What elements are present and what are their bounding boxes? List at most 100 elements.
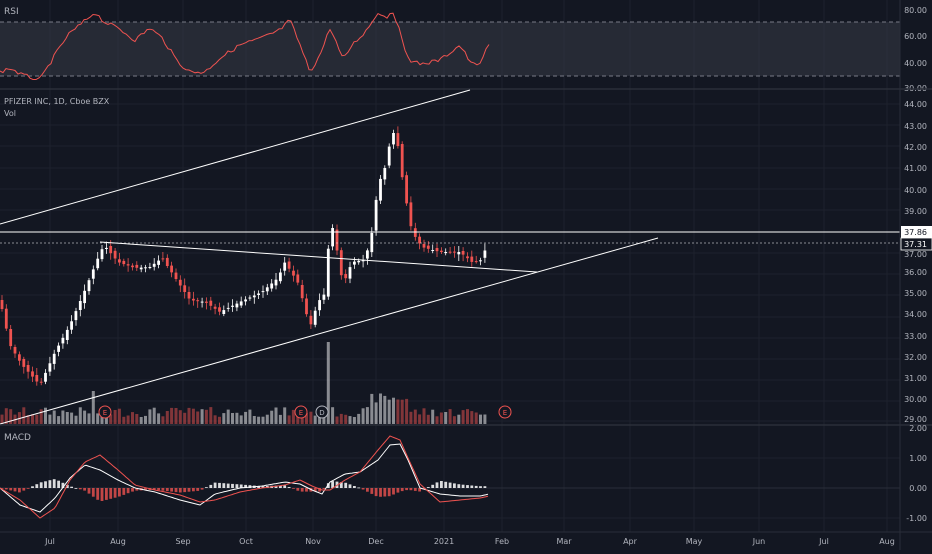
candle-91 — [396, 126, 400, 149]
candle-48 — [209, 296, 213, 311]
candle-62 — [270, 279, 274, 292]
macd-hist-bar-76 — [331, 481, 334, 488]
candle-body-33 — [144, 267, 147, 269]
volume-bar-92 — [400, 399, 404, 424]
candle-4 — [18, 351, 21, 366]
price-badge-lower — [900, 237, 932, 251]
candle-body-50 — [218, 307, 221, 312]
candle-12 — [52, 349, 56, 370]
price-axis[interactable]: 44.00 43.00 42.00 41.00 40.00 39.00 37.8… — [900, 100, 932, 424]
candle-body-93 — [405, 175, 408, 204]
candle-body-87 — [379, 178, 382, 201]
candle-body-94 — [409, 202, 413, 227]
volume-bar-10 — [44, 407, 47, 424]
candle-body-53 — [231, 305, 234, 307]
candle-body-2 — [9, 329, 13, 347]
trendline-lower-channel[interactable] — [0, 237, 659, 425]
volume-bar-105 — [457, 414, 461, 424]
price-tick-36: 36.00 — [904, 268, 927, 277]
volume-bar-111 — [483, 414, 487, 424]
candle-body-74 — [322, 294, 326, 300]
candle-body-45 — [196, 300, 200, 302]
candle-body-3 — [13, 347, 17, 354]
candle-16 — [70, 315, 73, 334]
time-label-feb: Feb — [495, 537, 509, 546]
candle-66 — [287, 257, 291, 273]
volume-bar-2 — [9, 409, 13, 424]
event-marker-2[interactable]: E — [294, 405, 308, 419]
volume-bar-110 — [479, 414, 482, 424]
volume-bar-79 — [344, 414, 348, 424]
volume-bar-99 — [431, 409, 435, 424]
price-tick-33: 33.00 — [904, 332, 927, 341]
time-label-aug: Aug — [110, 537, 126, 546]
event-marker-4[interactable]: E — [498, 405, 512, 419]
volume-bar-100 — [435, 416, 439, 424]
candle-body-57 — [248, 297, 252, 299]
macd-hist-bar-79 — [344, 482, 348, 488]
volume-bar-106 — [461, 410, 465, 424]
candle-body-10 — [44, 372, 47, 382]
candle-46 — [200, 297, 204, 308]
candle-body-71 — [309, 315, 313, 325]
candle-84 — [366, 248, 369, 265]
candle-21 — [91, 265, 95, 285]
macd-hist-bar-82 — [357, 487, 361, 489]
macd-tick-0: 0.00 — [909, 484, 927, 493]
macd-hist-bar-107 — [466, 485, 469, 488]
macd-histogram — [0, 479, 487, 501]
volume-bar-90 — [392, 397, 395, 424]
macd-hist-bar-100 — [435, 482, 439, 488]
candle-56 — [244, 296, 247, 306]
volume-bar-84 — [365, 407, 369, 424]
candle-35 — [152, 258, 156, 271]
trendline-descending[interactable] — [99, 241, 538, 273]
candle-105 — [457, 246, 461, 261]
candle-body-35 — [152, 263, 156, 267]
time-label-jul: Jul — [44, 537, 55, 546]
candle-83 — [361, 254, 365, 268]
macd-hist-bar-104 — [453, 483, 456, 488]
price-tick-39: 39.00 — [904, 207, 927, 216]
candle-body-67 — [292, 270, 295, 276]
candle-67 — [292, 265, 295, 282]
time-axis[interactable]: Jul Aug Sep Oct Nov Dec 2021 Feb Mar Apr… — [44, 537, 895, 546]
macd-hist-bar-90 — [392, 488, 395, 495]
volume-bar-49 — [213, 415, 217, 424]
candle-40 — [174, 268, 178, 282]
candle-body-86 — [374, 199, 378, 231]
price-tick-31: 31.00 — [904, 374, 927, 383]
volume-bar-56 — [244, 411, 248, 424]
macd-hist-bar-24 — [105, 488, 108, 500]
candle-body-38 — [165, 257, 169, 266]
candle-60 — [261, 285, 265, 298]
volume-bar-44 — [191, 408, 195, 424]
event-marker-3[interactable]: D — [315, 405, 329, 419]
candle-body-110 — [479, 260, 482, 262]
macd-hist-bar-91 — [396, 488, 400, 493]
candle-24 — [105, 241, 108, 254]
candle-body-111 — [483, 250, 487, 258]
macd-tick-2: 2.00 — [909, 424, 927, 433]
macd-hist-bar-22 — [96, 488, 100, 500]
volume-bar-37 — [161, 416, 165, 424]
candle-74 — [322, 288, 326, 304]
candle-2 — [9, 325, 13, 350]
volume-bar-52 — [226, 409, 230, 424]
candle-37 — [161, 252, 165, 262]
price-badge-upper-text: 37.86 — [904, 228, 927, 237]
volume-bar-50 — [218, 416, 221, 424]
macd-hist-bar-55 — [239, 484, 243, 488]
volume-bar-93 — [405, 398, 409, 424]
event-marker-1[interactable]: E — [98, 405, 112, 419]
volume-bar-27 — [117, 408, 121, 424]
volume-bar-18 — [78, 407, 82, 424]
volume-bar-83 — [361, 408, 365, 424]
volume-label: Vol — [4, 109, 16, 118]
candle-body-106 — [461, 251, 465, 255]
time-label-apr: Apr — [623, 537, 638, 546]
candle-70 — [305, 293, 308, 317]
macd-hist-bar-43 — [187, 488, 191, 492]
trendline-upper-channel[interactable] — [0, 89, 471, 225]
